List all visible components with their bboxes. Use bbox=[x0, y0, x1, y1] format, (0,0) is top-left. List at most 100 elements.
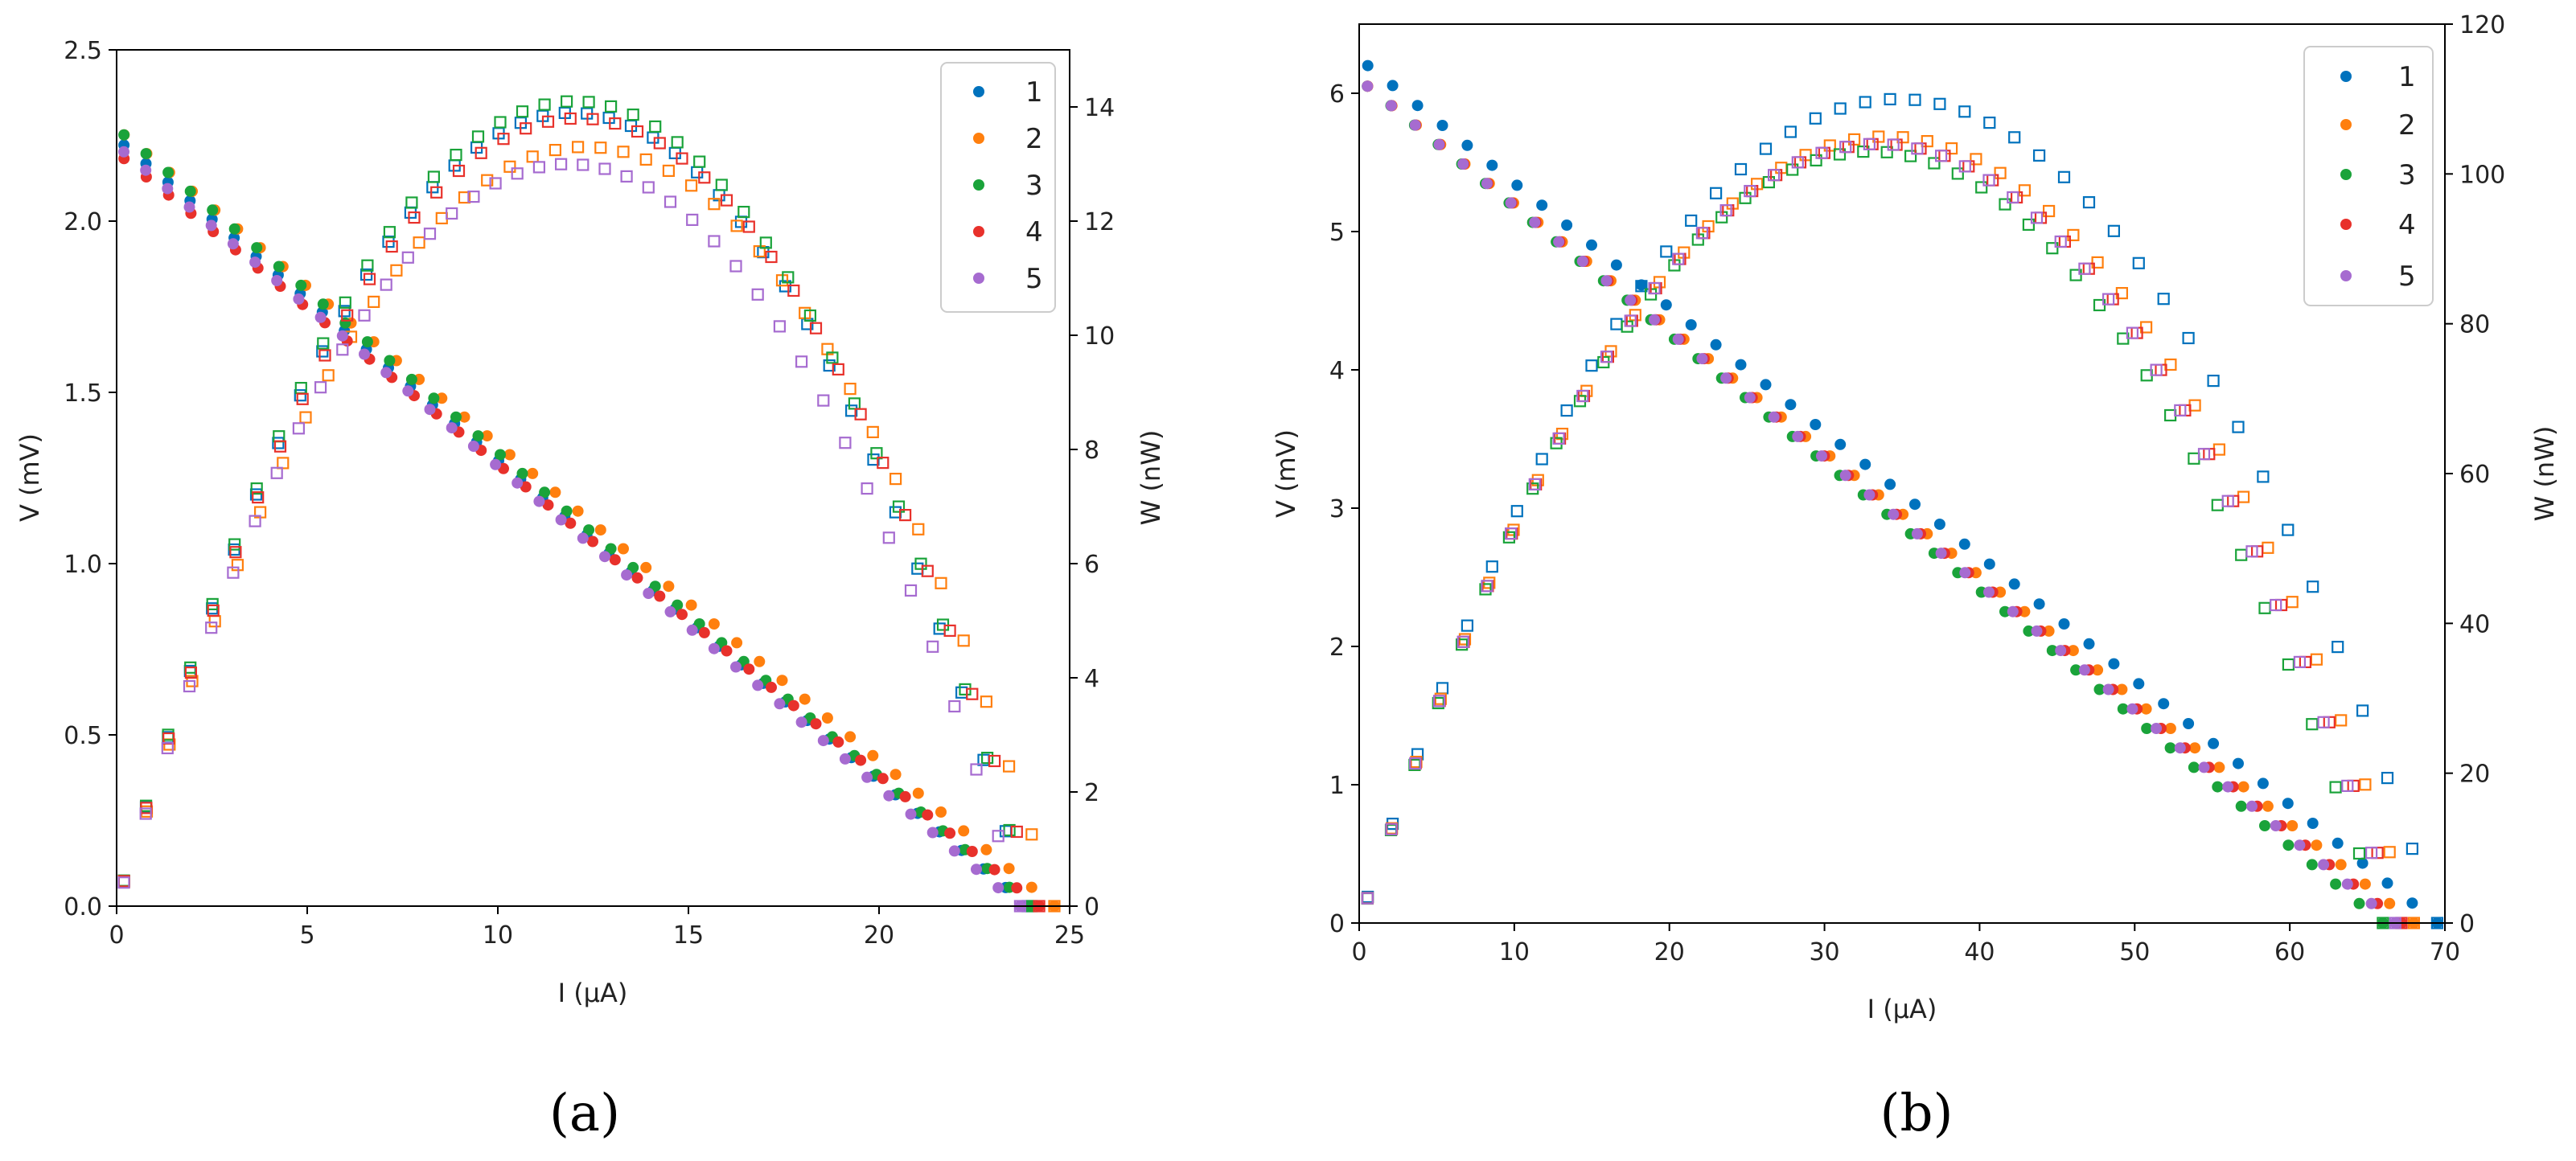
panel-a-legend-box bbox=[940, 62, 1056, 313]
panel-b-voltage-point bbox=[1387, 80, 1399, 92]
panel-b-power-point bbox=[1834, 102, 1847, 115]
panel-b-voltage-point bbox=[1933, 519, 1945, 530]
panel-a-xtick-label: 15 bbox=[673, 921, 704, 950]
panel-a-voltage-point bbox=[467, 441, 479, 452]
panel-b-y2tick-label: 120 bbox=[2459, 11, 2505, 39]
panel-a-power-point bbox=[368, 295, 380, 308]
panel-a-power-point bbox=[720, 194, 733, 207]
panel-a-voltage-point bbox=[428, 392, 440, 404]
panel-b-voltage-point bbox=[1461, 139, 1473, 151]
panel-b-power-point bbox=[1975, 181, 1988, 194]
panel-b-legend-box bbox=[2303, 46, 2434, 306]
panel-a-voltage-point bbox=[565, 517, 577, 529]
panel-b-legend-marker-2 bbox=[2340, 119, 2352, 130]
panel-a-voltage-point bbox=[118, 146, 129, 158]
panel-a-power-point bbox=[450, 149, 462, 162]
panel-a-power-point bbox=[526, 150, 539, 163]
panel-b-power-point bbox=[2335, 714, 2348, 727]
panel-a-voltage-point bbox=[1025, 881, 1037, 893]
panel-b-voltage-point bbox=[2235, 800, 2247, 812]
panel-a-voltage-point bbox=[436, 392, 448, 404]
panel-a-power-point bbox=[554, 158, 568, 170]
panel-a-ytick-label: 1.0 bbox=[64, 551, 102, 579]
panel-a-power-point bbox=[318, 349, 331, 362]
panel-b-voltage-point bbox=[1553, 236, 1565, 248]
panel-b-power-point bbox=[2235, 548, 2248, 561]
panel-b-ytick-label: 6 bbox=[1329, 80, 1345, 109]
panel-b-power-point bbox=[2091, 256, 2104, 269]
panel-a-voltage-point bbox=[251, 242, 263, 254]
panel-a-voltage-point bbox=[654, 590, 666, 602]
panel-a-voltage-point bbox=[631, 572, 643, 584]
panel-a-voltage-point bbox=[686, 624, 698, 636]
panel-b-power-point bbox=[1999, 198, 2011, 211]
panel-a-power-point bbox=[339, 296, 351, 309]
panel-b-legend-marker-3 bbox=[2340, 169, 2352, 180]
panel-a-voltage-point bbox=[992, 882, 1005, 894]
panel-b-voltage-point bbox=[2033, 598, 2045, 610]
panel-b-power-point bbox=[2054, 235, 2067, 248]
panel-a-voltage-point bbox=[664, 605, 676, 617]
panel-b-power-point bbox=[2282, 658, 2295, 671]
panel-a-power-point bbox=[467, 191, 480, 203]
panel-b-power-point bbox=[2245, 545, 2258, 558]
panel-b-voltage-point bbox=[2233, 757, 2244, 769]
panel-a-power-point bbox=[1002, 760, 1016, 773]
panel-b-voltage-point bbox=[1660, 299, 1672, 311]
panel-a-power-point bbox=[773, 320, 787, 333]
panel-a-voltage-point bbox=[980, 843, 992, 855]
panel-b-power-point bbox=[2046, 242, 2059, 255]
panel-b-xtick-label: 30 bbox=[1809, 938, 1839, 966]
panel-a-power-point bbox=[249, 515, 261, 527]
panel-a-power-point bbox=[617, 146, 630, 158]
panel-a-power-point bbox=[594, 142, 607, 154]
panel-b-power-point bbox=[1958, 160, 1971, 173]
panel-b-power-point bbox=[1945, 142, 1958, 155]
panel-a-voltage-point bbox=[766, 681, 777, 693]
panel-a-voltage-point bbox=[731, 637, 743, 649]
panel-a-power-point bbox=[336, 343, 349, 356]
panel-b-voltage-point bbox=[2126, 703, 2138, 715]
panel-b-xtick-label: 50 bbox=[2119, 938, 2150, 966]
panel-b-voltage-point bbox=[1792, 430, 1804, 442]
panel-b-voltage-point bbox=[2262, 800, 2274, 812]
panel-a-legend-label-5: 5 bbox=[1025, 263, 1043, 295]
panel-a-power-point bbox=[882, 531, 895, 544]
panel-a-series-3 bbox=[117, 95, 1038, 913]
panel-b-voltage-point bbox=[1685, 319, 1697, 330]
panel-b-voltage-point bbox=[1810, 419, 1822, 430]
panel-b-voltage-point bbox=[2282, 798, 2294, 810]
panel-b-power-point bbox=[1552, 432, 1565, 445]
panel-b-voltage-point bbox=[2259, 820, 2270, 831]
panel-a-voltage-point bbox=[446, 422, 458, 434]
panel-a-power-point bbox=[273, 440, 287, 453]
panel-b-voltage-point bbox=[1816, 450, 1827, 462]
panel-a-power-point bbox=[926, 640, 939, 653]
panel-b-power-point bbox=[2359, 778, 2372, 791]
panel-a-legend-label-2: 2 bbox=[1025, 123, 1043, 155]
panel-a-voltage-point bbox=[926, 827, 939, 839]
panel-b-power-point bbox=[2405, 842, 2418, 855]
panel-a-voltage-point bbox=[905, 808, 917, 820]
panel-b-voltage-point bbox=[2067, 645, 2079, 657]
panel-a-y2tick-label: 14 bbox=[1084, 94, 1115, 122]
panel-a-y2tick-label: 4 bbox=[1084, 665, 1099, 693]
panel-a-power-point bbox=[1025, 828, 1038, 841]
panel-b-power-point bbox=[2008, 131, 2021, 144]
panel-b-power-point bbox=[1702, 219, 1715, 233]
panel-b-voltage-point bbox=[2031, 625, 2043, 637]
panel-b-power-point bbox=[1908, 93, 1921, 106]
panel-a-power-point bbox=[604, 100, 618, 113]
panel-a-voltage-point bbox=[380, 367, 392, 379]
panel-a-power-point bbox=[538, 98, 551, 111]
panel-a-voltage-point bbox=[799, 693, 811, 705]
panel-a-power-point bbox=[380, 278, 392, 291]
panel-b-voltage-point bbox=[2183, 718, 2195, 729]
panel-b-xlabel: I (µA) bbox=[1867, 994, 1937, 1024]
panel-a-voltage-point bbox=[336, 330, 348, 342]
panel-b-power-point bbox=[2078, 262, 2091, 275]
panel-b-voltage-point bbox=[1586, 239, 1597, 251]
panel-a-power-point bbox=[866, 425, 879, 439]
panel-b-power-point bbox=[2258, 601, 2271, 614]
panel-a-voltage-point bbox=[708, 618, 720, 630]
